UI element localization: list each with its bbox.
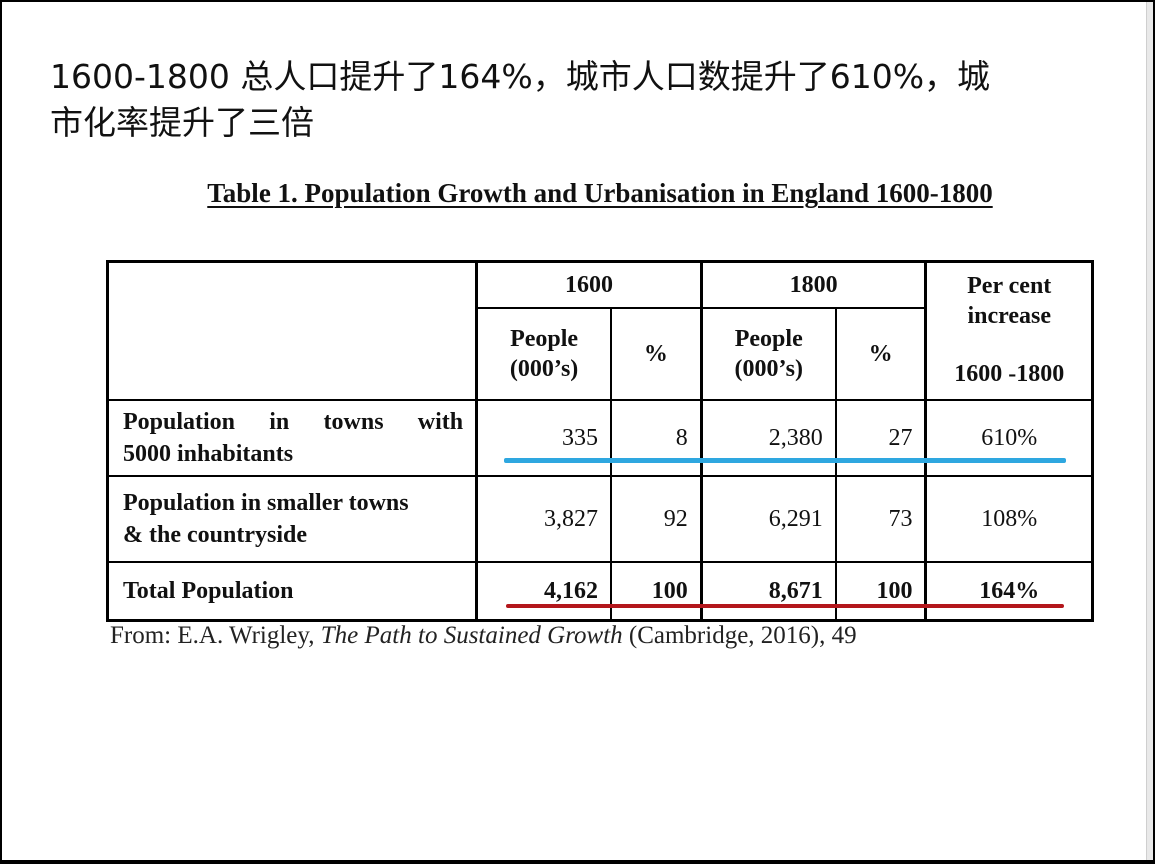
people-1800-cell: 8,671	[699, 561, 837, 622]
increase-cell: 164%	[924, 561, 1094, 622]
source-citation: From: E.A. Wrigley, The Path to Sustaine…	[110, 622, 857, 650]
row-label-line-2: 5000 inhabitants	[123, 441, 294, 467]
increase-cell: 610%	[924, 399, 1094, 477]
people-unit: (000’s)	[734, 356, 803, 382]
table-row: Population in smaller towns & the countr…	[106, 475, 1094, 563]
row-label: Total Population	[106, 561, 478, 622]
table-row: Population in towns with 5000 inhabitant…	[106, 399, 1094, 477]
people-1600-cell: 3,827	[475, 475, 613, 563]
row-label-line-1: Population in smaller towns	[123, 490, 409, 516]
source-prefix: From: E.A. Wrigley,	[110, 622, 321, 649]
row-label-line-2: & the countryside	[123, 522, 307, 548]
header-1600: 1600	[475, 260, 703, 309]
side-strip	[1147, 2, 1153, 860]
people-label: People	[510, 326, 579, 352]
row-label: Population in towns with 5000 inhabitant…	[106, 399, 478, 477]
people-unit: (000’s)	[509, 356, 579, 382]
empty-corner-cell	[106, 260, 478, 401]
header-pct-1600: %	[610, 307, 703, 401]
increase-label: increase	[967, 303, 1051, 329]
blue-highlight-line	[504, 458, 1066, 463]
pct-1800-cell: 100	[834, 561, 927, 622]
pct-1600-cell: 92	[610, 475, 703, 563]
table-title: Table 1. Population Growth and Urbanisat…	[207, 178, 993, 208]
per-cent-label: Per cent	[967, 273, 1052, 299]
header-people-1800: People (000’s)	[699, 307, 837, 401]
pct-1600-cell: 100	[610, 561, 703, 622]
population-table: 1600 1800 Per cent increase 1600 -1800 P…	[106, 260, 1094, 622]
pct-1800-cell: 73	[834, 475, 927, 563]
header-people-1600: People (000’s)	[475, 307, 613, 401]
heading-line-2: 市化率提升了三倍	[50, 103, 314, 142]
people-label: People	[734, 326, 803, 352]
header-per-cent-increase: Per cent increase 1600 -1800	[924, 260, 1094, 401]
table-row: Total Population 4,162 100 8,671 100 164…	[106, 561, 1094, 622]
people-1600-cell: 4,162	[475, 561, 613, 622]
row-label-line-1: Population in towns with	[123, 409, 464, 435]
increase-cell: 108%	[924, 475, 1094, 563]
heading-line-1: 1600-1800 总人口提升了164%，城市人口数提升了610%，城	[50, 57, 991, 96]
red-highlight-line	[506, 604, 1064, 608]
source-suffix: (Cambridge, 2016), 49	[622, 622, 857, 649]
people-1800-cell: 6,291	[699, 475, 837, 563]
row-label: Population in smaller towns & the countr…	[106, 475, 478, 563]
slide-heading: 1600-1800 总人口提升了164%，城市人口数提升了610%，城 市化率提升…	[50, 54, 1110, 146]
source-book-title: The Path to Sustained Growth	[320, 622, 623, 649]
people-1600-cell: 335	[475, 399, 613, 477]
range-label: 1600 -1800	[954, 361, 1065, 387]
pct-1600-cell: 8	[610, 399, 703, 477]
people-1800-cell: 2,380	[699, 399, 837, 477]
header-1800: 1800	[699, 260, 927, 309]
pct-1800-cell: 27	[834, 399, 927, 477]
header-pct-1800: %	[834, 307, 927, 401]
